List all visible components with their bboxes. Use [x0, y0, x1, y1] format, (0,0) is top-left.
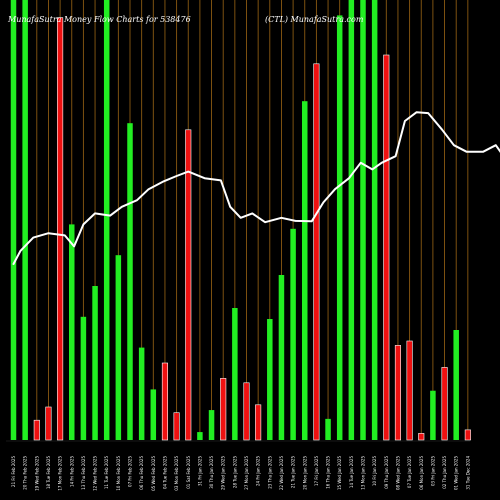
x-tick-label: 01 Wed Jan 2025: [454, 456, 459, 490]
x-tick-label: 10 Fri Jan 2025: [372, 456, 377, 486]
x-tick-label: 18 Tue Feb 2025: [46, 456, 51, 489]
bar-outflow: [255, 404, 262, 441]
bar-outflow: [45, 406, 52, 441]
bar-outflow: [406, 340, 413, 441]
x-tick-label: 15 Wed Jan 2025: [337, 456, 342, 490]
bar-inflow: [302, 101, 308, 440]
x-tick-label: 27 Mon Jan 2025: [244, 456, 249, 490]
bar-outflow: [220, 378, 227, 441]
bar-inflow: [336, 15, 343, 441]
bar-inflow: [80, 316, 87, 440]
x-tick-label: 20 Thu Feb 2025: [23, 456, 28, 490]
x-tick-label: 14 Tue Jan 2025: [349, 456, 354, 489]
bar-inflow: [208, 410, 215, 440]
x-tick-label: 28 Tue Jan 2025: [232, 456, 237, 489]
x-tick-label: 22 Wed Jan 2025: [279, 456, 284, 490]
x-tick-label: 31 Fri Jan 2025: [197, 456, 202, 486]
x-tick-label: 17 Mon Feb 2025: [58, 456, 63, 491]
bar-inflow: [115, 255, 122, 440]
x-tick-label: 06 Thu Feb 2025: [139, 456, 144, 490]
bar-outflow: [441, 367, 448, 441]
trend-line: [12, 111, 500, 265]
bar-outflow: [173, 412, 180, 441]
bar-inflow: [348, 0, 355, 440]
chart-title: MunafaSutra Money Flow Charts for 538476: [8, 15, 191, 24]
x-tick-label: 08 Wed Jan 2025: [395, 456, 400, 490]
bar-inflow: [430, 390, 436, 440]
chart-subtitle: (CTL) MunafaSutra.com: [265, 15, 364, 24]
bar-outflow: [418, 433, 425, 441]
x-tick-label: 06 Mon Jan 2025: [419, 456, 424, 490]
x-tick-label: 14 Fri Feb 2025: [69, 456, 74, 487]
bar-inflow: [138, 347, 145, 440]
x-tick-label: 17 Fri Jan 2025: [314, 456, 319, 486]
bar-inflow: [325, 418, 331, 440]
bar-inflow: [371, 0, 378, 440]
x-tick-label: 13 Mon Jan 2025: [361, 456, 366, 490]
x-tick-label: 09 Thu Jan 2025: [384, 456, 389, 489]
x-axis-labels: 21 Fri Feb 2025 20 Thu Feb 2025 19 Wed Feb…: [11, 456, 470, 491]
x-tick-label: 12 Wed Feb 2025: [93, 456, 98, 491]
bar-inflow: [150, 389, 157, 440]
x-tick-label: 03 Fri Jan 2025: [430, 456, 435, 486]
x-tick-label: 16 Thu Jan 2025: [326, 456, 331, 489]
x-tick-label: 13 Thu Feb 2025: [81, 456, 86, 490]
bars: [10, 0, 471, 441]
x-tick-label: 02 Thu Jan 2025: [442, 456, 447, 489]
x-tick-label: 29 Wed Jan 2025: [221, 456, 226, 490]
x-tick-label: 23 Thu Jan 2025: [267, 456, 272, 489]
bar-inflow: [92, 286, 98, 440]
bar-inflow: [127, 123, 133, 440]
x-tick-label: 31 Tue Dec 2024: [465, 456, 470, 490]
bar-outflow: [383, 54, 390, 441]
x-tick-label: 20 Mon Jan 2025: [302, 456, 307, 490]
bar-outflow: [57, 17, 64, 441]
bar-outflow: [33, 419, 40, 441]
bar-inflow: [267, 319, 273, 440]
x-tick-label: 21 Tue Jan 2025: [291, 456, 296, 489]
x-tick-label: 30 Thu Jan 2025: [209, 456, 214, 489]
x-tick-label: 24 Fri Jan 2025: [256, 456, 261, 486]
x-tick-label: 10 Mon Feb 2025: [116, 456, 121, 491]
x-tick-label: 04 Tue Feb 2025: [163, 456, 168, 489]
bar-inflow: [103, 0, 110, 440]
x-tick-label: 03 Mon Feb 2025: [174, 456, 179, 491]
x-tick-label: 07 Fri Feb 2025: [128, 456, 133, 487]
bar-outflow: [313, 63, 320, 441]
bar-outflow: [394, 345, 402, 441]
bar-outflow: [464, 429, 471, 441]
x-tick-label: 05 Wed Feb 2025: [151, 456, 156, 491]
bar-outflow: [185, 129, 192, 441]
x-tick-label: 21 Fri Feb 2025: [11, 456, 16, 487]
bar-inflow: [22, 0, 28, 440]
bar-inflow: [10, 0, 17, 440]
bar-outflow: [243, 382, 250, 441]
x-tick-label: 11 Tue Feb 2025: [104, 456, 109, 489]
x-tick-label: 19 Wed Feb 2025: [34, 456, 39, 491]
bar-inflow: [453, 330, 459, 440]
bar-inflow: [290, 228, 296, 440]
x-tick-label: 01 Sat Feb 2025: [186, 456, 191, 489]
bar-inflow: [69, 224, 75, 440]
bar-inflow: [278, 275, 285, 440]
bar-inflow: [360, 0, 366, 440]
bar-inflow: [232, 308, 238, 440]
money-flow-line: [12, 111, 500, 265]
x-tick-label: 07 Tue Jan 2025: [407, 456, 412, 489]
bar-inflow: [197, 432, 203, 440]
bar-outflow: [161, 362, 168, 441]
